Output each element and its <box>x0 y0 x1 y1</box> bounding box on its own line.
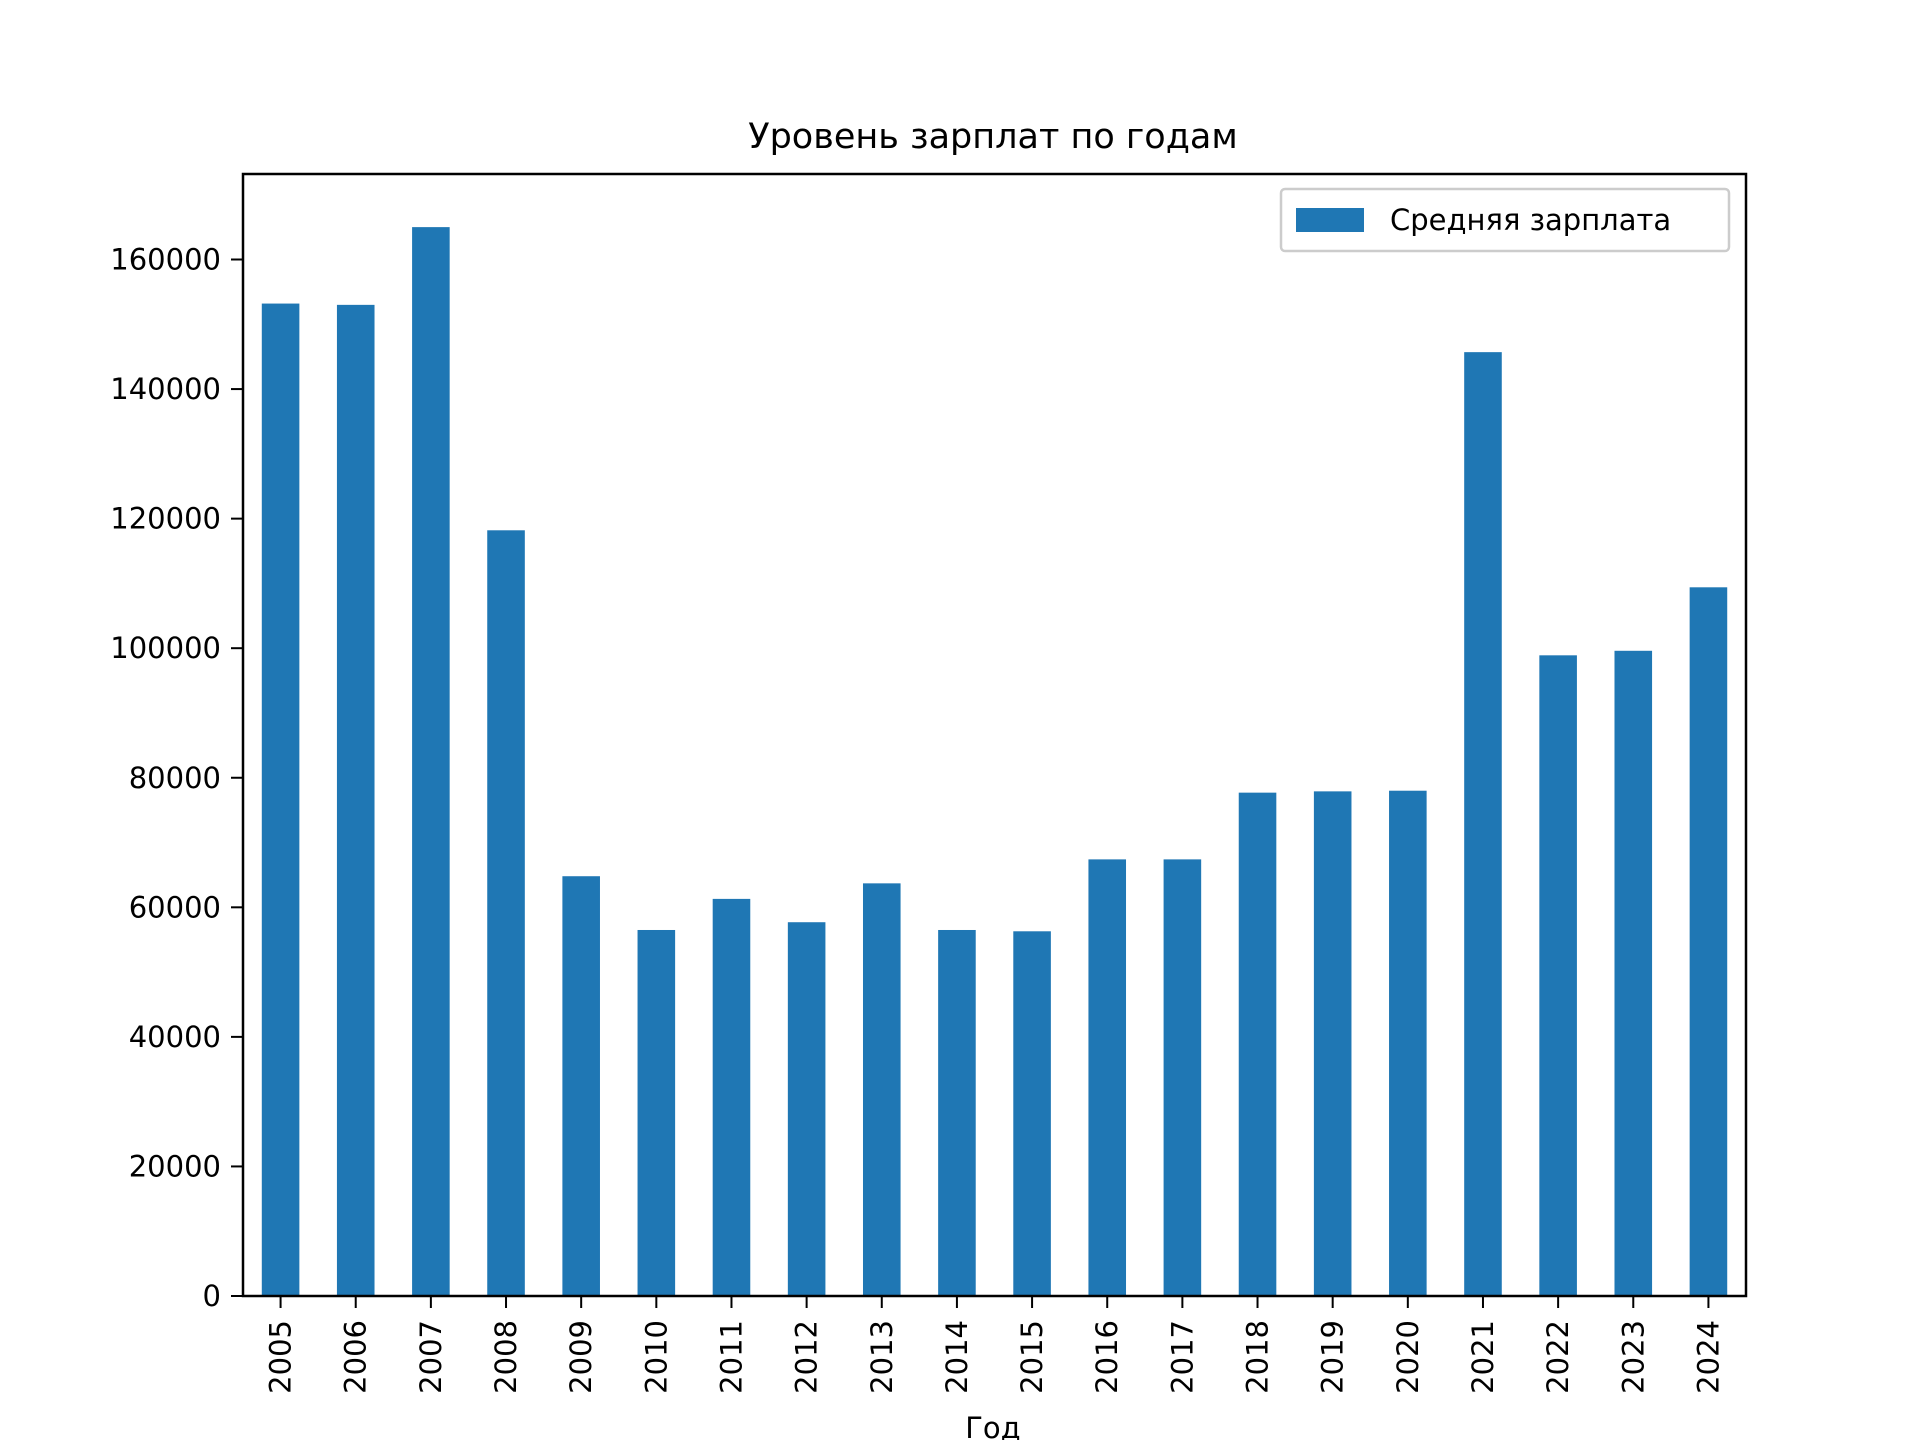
x-tick-label: 2016 <box>1090 1320 1124 1394</box>
y-tick-label: 40000 <box>129 1020 221 1054</box>
x-tick-label: 2018 <box>1241 1320 1275 1394</box>
y-tick-label: 140000 <box>110 372 221 406</box>
y-tick-label: 80000 <box>129 761 221 795</box>
y-tick-label: 120000 <box>110 502 221 536</box>
chart-title: Уровень зарплат по годам <box>748 117 1238 157</box>
x-tick-label: 2009 <box>564 1320 598 1394</box>
legend-box <box>1279 187 1731 253</box>
bar-2016 <box>1088 859 1127 1296</box>
legend-swatch <box>1296 208 1364 232</box>
bar-2018 <box>1238 792 1277 1296</box>
x-tick-label: 2017 <box>1165 1320 1199 1394</box>
legend: Средняя зарплата <box>1279 187 1731 253</box>
bar-2017 <box>1163 859 1202 1296</box>
legend-label-series-0: Средняя зарплата <box>1390 203 1671 237</box>
bar-2010 <box>637 929 676 1296</box>
bar-2006 <box>336 304 375 1296</box>
x-tick-label: 2011 <box>714 1320 748 1394</box>
y-tick-label: 60000 <box>129 890 221 924</box>
x-axis: 2005 2006 2007 2008 2009 2010 2011 2012 2013 2014… <box>264 1296 1725 1394</box>
x-axis-label: Год <box>965 1411 1020 1440</box>
bar-2014 <box>938 929 976 1296</box>
x-tick-label: 2012 <box>790 1320 824 1394</box>
y-tick-label: 100000 <box>110 631 221 665</box>
bar-2012 <box>787 922 826 1296</box>
plot-frame <box>241 172 1748 1298</box>
x-tick-label: 2014 <box>940 1320 974 1394</box>
x-tick-label: 2021 <box>1466 1320 1500 1394</box>
x-tick-label: 2024 <box>1691 1320 1725 1394</box>
y-axis: 0 20000 40000 60000 80000 100000 120000 140000 1… <box>110 243 243 1313</box>
x-tick-label: 2013 <box>865 1320 899 1394</box>
x-tick-label: 2020 <box>1391 1320 1425 1394</box>
bar-2007 <box>412 227 450 1296</box>
bars-group <box>261 227 1728 1296</box>
y-tick-label: 0 <box>203 1279 221 1313</box>
y-tick-label: 160000 <box>110 243 221 277</box>
bar-2005 <box>261 303 300 1296</box>
bar-2008 <box>487 530 525 1296</box>
x-tick-label: 2015 <box>1015 1320 1049 1394</box>
x-tick-label: 2005 <box>264 1320 298 1394</box>
bar-2021 <box>1464 352 1502 1296</box>
bar-2024 <box>1689 587 1728 1296</box>
y-tick-label: 20000 <box>129 1149 221 1183</box>
x-tick-label: 2019 <box>1316 1320 1350 1394</box>
bar-2013 <box>862 883 901 1296</box>
bar-2019 <box>1313 791 1352 1296</box>
bar-2009 <box>562 876 600 1296</box>
bar-2023 <box>1614 650 1653 1296</box>
bar-2011 <box>712 898 751 1296</box>
x-tick-label: 2010 <box>639 1320 673 1394</box>
x-tick-label: 2023 <box>1616 1320 1650 1394</box>
bar-2022 <box>1539 655 1577 1296</box>
x-tick-label: 2008 <box>489 1320 523 1394</box>
x-tick-label: 2022 <box>1541 1320 1575 1394</box>
bar-2015 <box>1013 931 1051 1296</box>
x-tick-label: 2006 <box>339 1320 373 1394</box>
x-tick-label: 2007 <box>414 1320 448 1394</box>
bar-2020 <box>1389 790 1427 1296</box>
